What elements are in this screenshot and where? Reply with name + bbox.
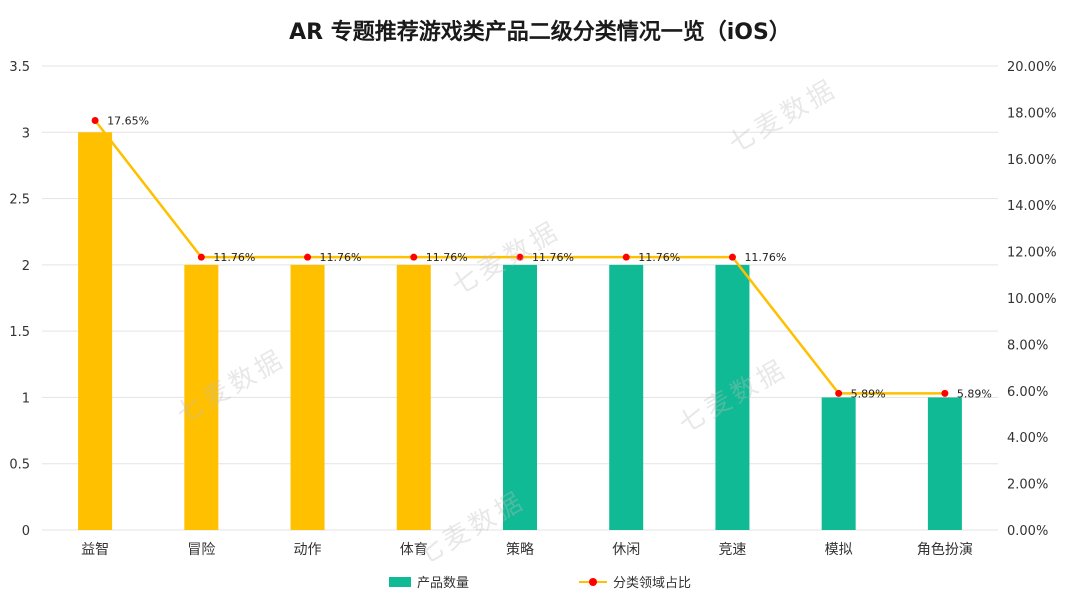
line-point: [197, 253, 205, 261]
x-tick-label: 动作: [294, 542, 322, 558]
line-point: [516, 253, 524, 261]
x-tick-label: 休闲: [612, 542, 640, 558]
legend-line-swatch: [579, 577, 607, 587]
line-data-label: 11.76%: [532, 251, 574, 264]
line-data-label: 11.76%: [638, 251, 680, 264]
bar-角色扮演: [927, 397, 962, 530]
y-right-tick-label: 4.00%: [1007, 431, 1048, 446]
x-tick-label: 模拟: [825, 542, 853, 558]
y-right-tick-label: 10.00%: [1007, 292, 1057, 307]
line-series: [91, 117, 949, 397]
line-point: [410, 253, 418, 261]
y-left-tick-label: 2: [22, 259, 30, 274]
legend-bar-label: 产品数量: [416, 576, 469, 591]
y-right-tick-label: 8.00%: [1007, 338, 1048, 353]
line-point: [941, 389, 949, 397]
y-left-tick-label: 1.5: [9, 325, 30, 340]
line-point: [622, 253, 630, 261]
y-left-tick-label: 0.5: [9, 458, 30, 473]
legend-item-line[interactable]: 分类领域占比: [579, 572, 691, 591]
y-left-tick-label: 3: [22, 126, 30, 141]
y-left-tick-label: 3.5: [9, 60, 30, 75]
chart-title: AR 专题推荐游戏类产品二级分类情况一览（iOS）: [289, 20, 791, 45]
line-data-label: 5.89%: [851, 387, 886, 400]
bar-休闲: [609, 264, 644, 530]
line-data-label: 17.65%: [107, 115, 149, 128]
x-tick-label: 竞速: [718, 541, 746, 558]
bar-模拟: [821, 397, 856, 530]
legend-bar-swatch: [388, 576, 411, 587]
bar-动作: [290, 264, 325, 530]
y-right-tick-label: 18.00%: [1007, 106, 1057, 121]
axes: 0 0.5 1 1.5 2 2.5 3 3.5 0.00% 2.00% 4.00% 6.00% 8.00…: [9, 60, 1056, 558]
bar-竞速: [715, 264, 750, 530]
x-tick-label: 策略: [506, 541, 534, 558]
line-point: [835, 389, 843, 397]
bar-体育: [396, 264, 431, 530]
x-tick-label: 冒险: [187, 542, 215, 558]
y-right-tick-label: 2.00%: [1007, 478, 1048, 493]
y-right-tick-label: 14.00%: [1007, 199, 1057, 214]
x-tick-label: 体育: [400, 542, 428, 558]
y-left-tick-label: 1: [22, 391, 30, 406]
y-left-tick-label: 2.5: [9, 193, 30, 208]
line-data-label: 5.89%: [957, 387, 992, 400]
bar-益智: [78, 132, 113, 531]
bar-series: [78, 132, 962, 531]
bar-冒险: [184, 264, 219, 530]
bar-策略: [503, 264, 537, 530]
line-data-label: 11.76%: [426, 251, 468, 264]
legend-line-label: 分类领域占比: [613, 576, 692, 591]
legend: 产品数量 分类领域占比: [0, 572, 1080, 591]
x-tick-label: 角色扮演: [917, 541, 973, 558]
y-left-tick-label: 0: [22, 524, 30, 539]
line-point: [91, 117, 99, 125]
y-right-tick-label: 6.00%: [1007, 385, 1048, 400]
y-right-tick-label: 12.00%: [1007, 246, 1057, 261]
y-right-tick-label: 0.00%: [1007, 524, 1048, 539]
x-tick-label: 益智: [81, 542, 109, 558]
data-labels: 17.65% 11.76% 11.76% 11.76% 11.76% 11.76% 11.7…: [107, 115, 992, 401]
line-data-label: 11.76%: [744, 251, 786, 264]
y-right-tick-label: 20.00%: [1007, 60, 1057, 75]
y-right-tick-label: 16.00%: [1007, 153, 1057, 168]
line-data-label: 11.76%: [320, 251, 362, 264]
line-data-label: 11.76%: [213, 251, 255, 264]
legend-item-bar[interactable]: 产品数量: [388, 572, 469, 591]
line-point: [728, 253, 736, 261]
line-point: [304, 253, 312, 261]
